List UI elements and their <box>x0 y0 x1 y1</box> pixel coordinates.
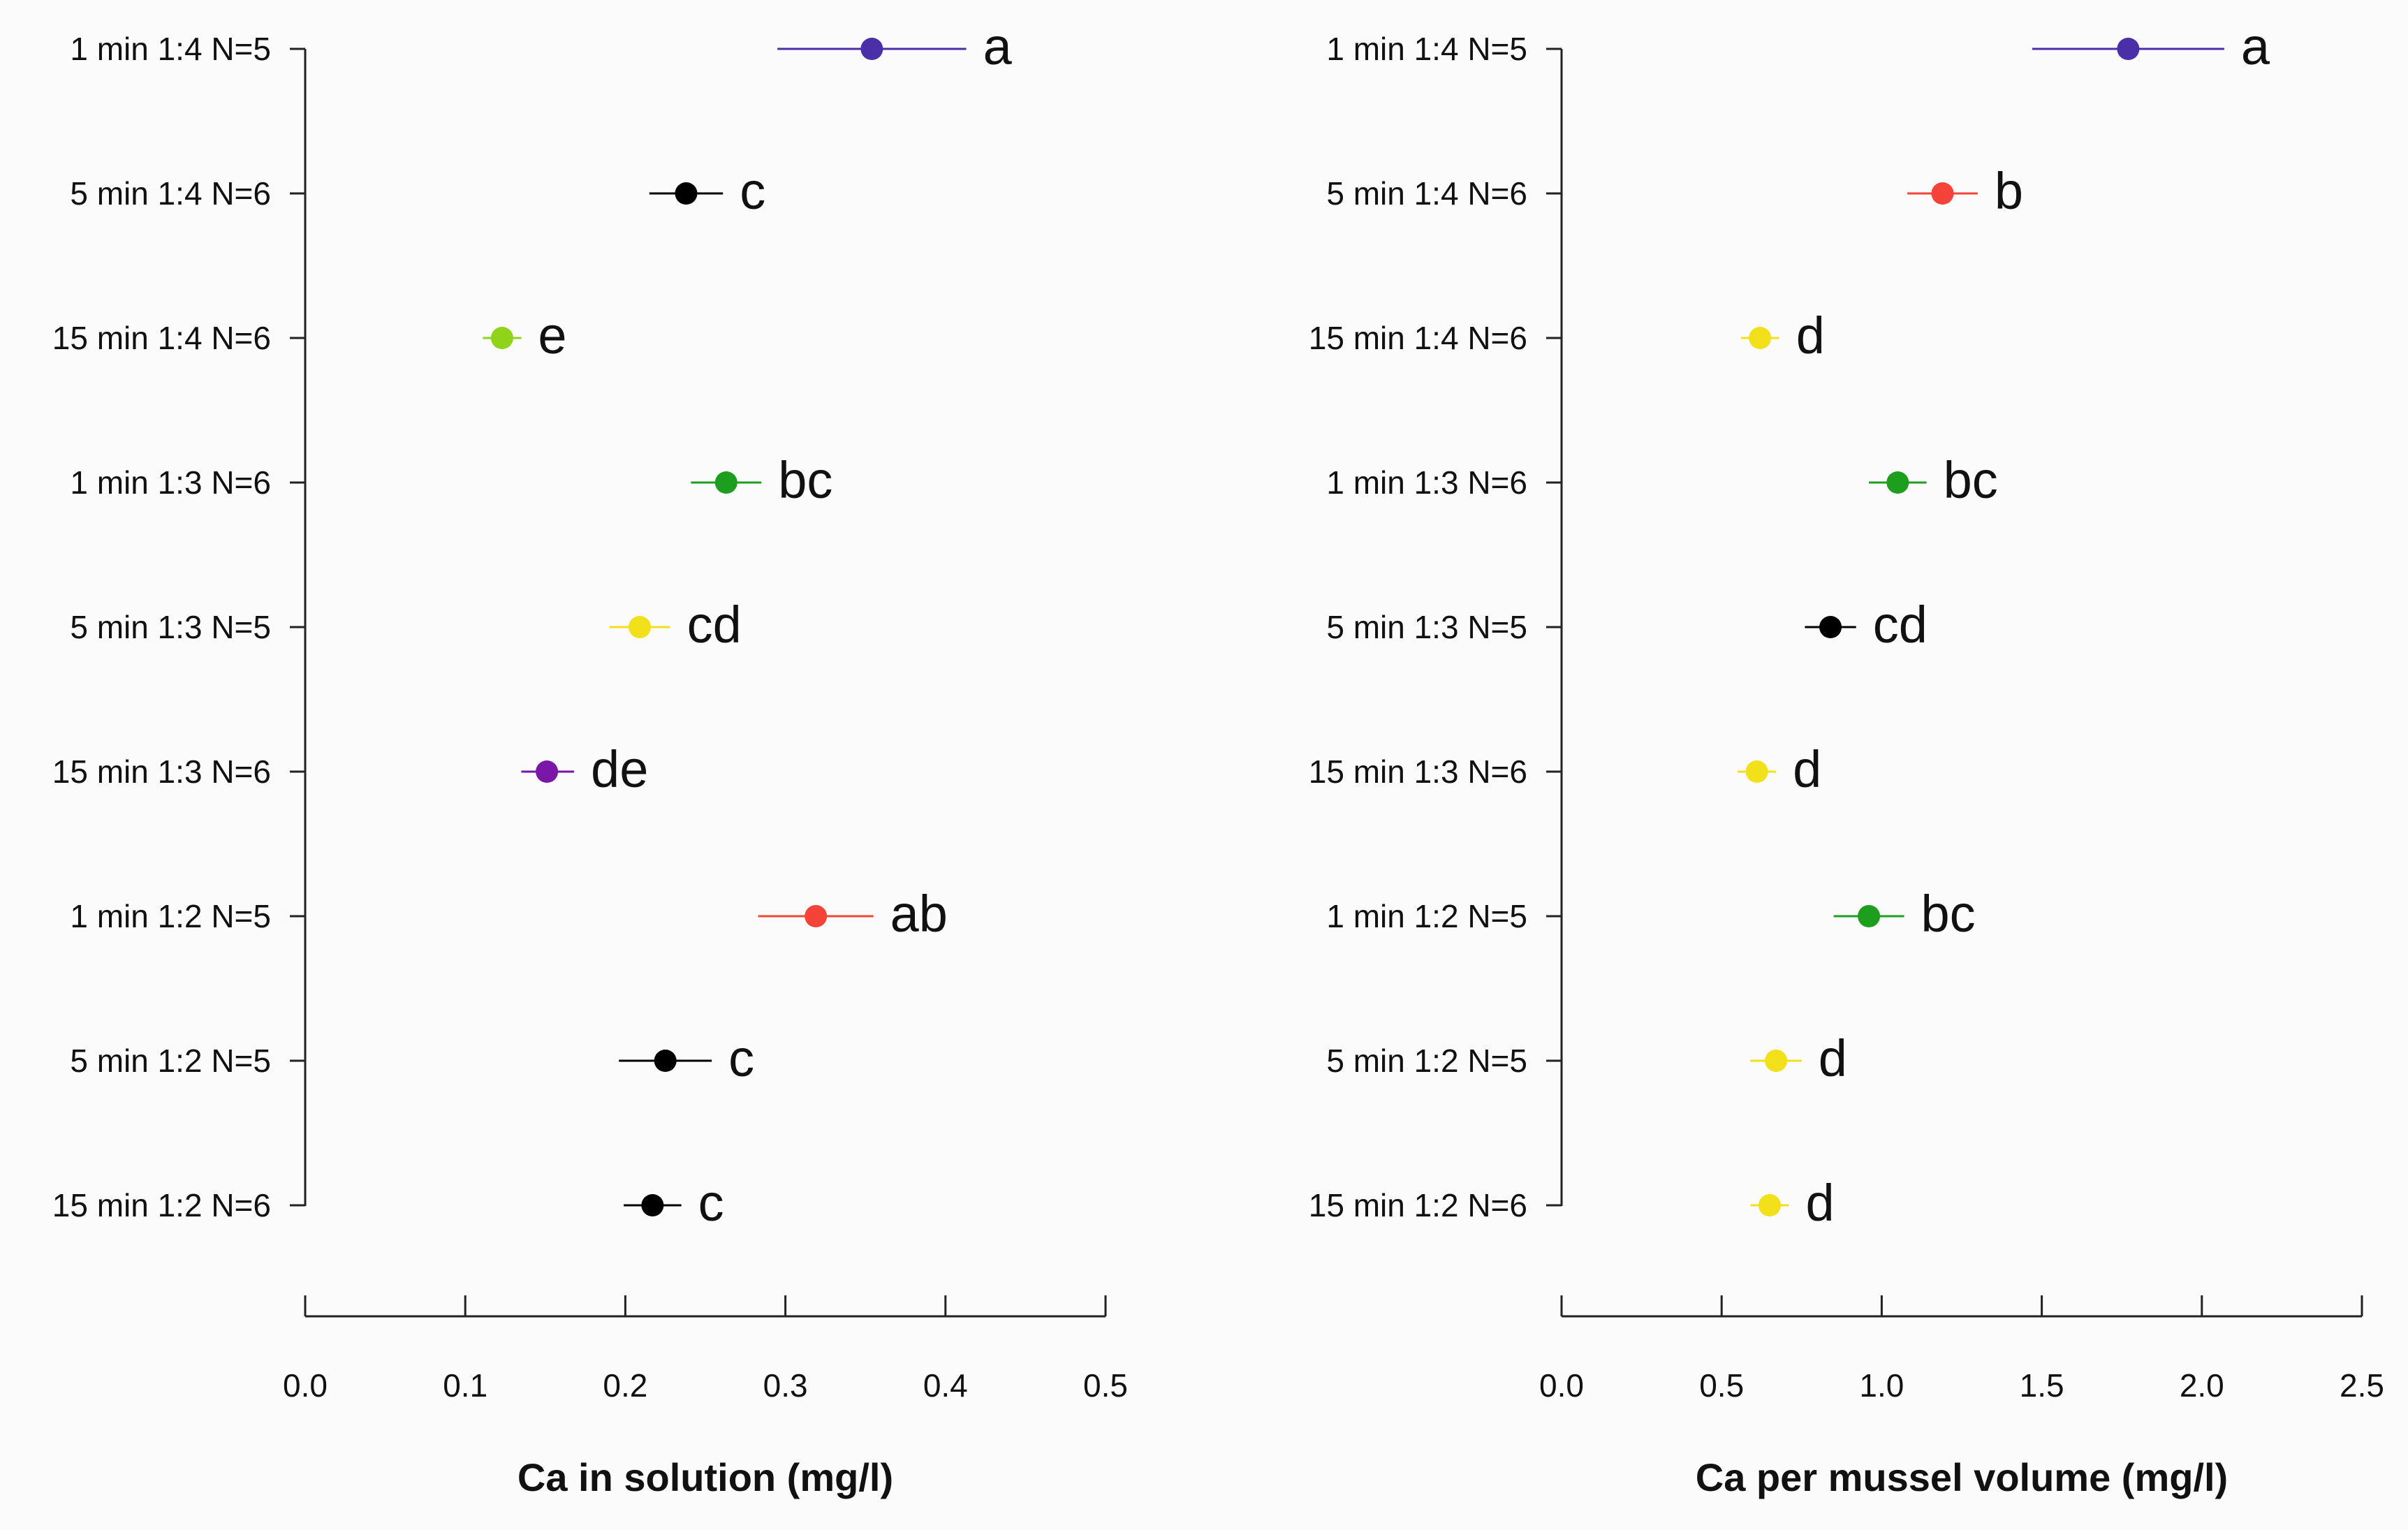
data-point <box>1886 471 1909 494</box>
category-label: 15 min 1:4 N=6 <box>52 320 271 356</box>
category-label: 15 min 1:2 N=6 <box>52 1187 271 1223</box>
x-tick-label: 2.5 <box>2340 1367 2384 1404</box>
category-label: 5 min 1:4 N=6 <box>1326 175 1527 212</box>
significance-letter: d <box>1796 307 1825 365</box>
x-tick-label: 0.3 <box>763 1367 808 1404</box>
category-label: 5 min 1:3 N=5 <box>70 609 271 645</box>
x-tick-label: 0.5 <box>1083 1367 1128 1404</box>
x-tick-label: 0.2 <box>603 1367 647 1404</box>
category-label: 15 min 1:4 N=6 <box>1309 320 1527 356</box>
significance-letter: bc <box>1921 885 1975 943</box>
data-point <box>1758 1194 1781 1216</box>
data-point <box>1858 905 1881 927</box>
significance-letter: d <box>1819 1029 1847 1087</box>
data-point <box>714 471 737 494</box>
x-tick-label: 2.0 <box>2180 1367 2224 1404</box>
significance-letter: d <box>1793 740 1821 798</box>
significance-letter: ab <box>890 885 948 943</box>
category-label: 5 min 1:3 N=5 <box>1326 609 1527 645</box>
data-point <box>860 38 883 60</box>
data-point <box>536 760 559 783</box>
x-tick-label: 0.0 <box>1539 1367 1584 1404</box>
x-axis-title: Ca in solution (mg/l) <box>517 1455 893 1499</box>
significance-letter: cd <box>687 596 742 654</box>
significance-letter: b <box>1995 162 2023 220</box>
category-label: 5 min 1:2 N=5 <box>70 1043 271 1079</box>
data-point <box>1749 327 1772 349</box>
category-label: 15 min 1:3 N=6 <box>1309 753 1527 790</box>
significance-letter: a <box>983 17 1013 75</box>
significance-letter: a <box>2241 17 2270 75</box>
category-label: 15 min 1:3 N=6 <box>52 753 271 790</box>
category-label: 1 min 1:2 N=5 <box>1326 898 1527 934</box>
significance-letter: c <box>728 1029 754 1087</box>
category-label: 5 min 1:2 N=5 <box>1326 1043 1527 1079</box>
category-label: 15 min 1:2 N=6 <box>1309 1187 1527 1223</box>
data-point <box>1745 760 1768 783</box>
significance-letter: bc <box>778 451 832 509</box>
significance-letter: e <box>538 307 566 365</box>
significance-letter: c <box>740 162 765 220</box>
x-tick-label: 1.5 <box>2020 1367 2064 1404</box>
data-point <box>641 1194 664 1216</box>
significance-letter: c <box>698 1174 724 1232</box>
panel-ca-in-solution: 0.0 0.1 0.2 0.3 0.4 0.5 Ca in solution (mg/l) 1… <box>52 17 1128 1499</box>
data-point <box>1931 182 1954 205</box>
x-tick-label: 0.4 <box>923 1367 968 1404</box>
category-label: 1 min 1:4 N=5 <box>70 31 271 67</box>
data-point <box>805 905 828 927</box>
data-point <box>675 182 698 205</box>
data-point <box>2117 38 2140 60</box>
x-tick-label: 0.0 <box>283 1367 328 1404</box>
panel-ca-per-mussel-volume: 0.0 0.5 1.0 1.5 2.0 2.5 Ca per mussel volume (… <box>1309 17 2384 1499</box>
x-tick-label: 0.5 <box>1699 1367 1744 1404</box>
x-tick-label: 0.1 <box>443 1367 487 1404</box>
category-label: 1 min 1:2 N=5 <box>70 898 271 934</box>
x-axis-title: Ca per mussel volume (mg/l) <box>1696 1455 2228 1499</box>
data-point <box>654 1050 677 1072</box>
data-point <box>629 616 652 638</box>
significance-letter: bc <box>1944 451 1998 509</box>
significance-letter: de <box>591 740 648 798</box>
significance-letter: cd <box>1873 596 1928 654</box>
category-label: 1 min 1:4 N=5 <box>1326 31 1527 67</box>
significance-letter: d <box>1805 1174 1834 1232</box>
data-point <box>1819 616 1842 638</box>
x-tick-label: 1.0 <box>1859 1367 1904 1404</box>
data-point <box>490 327 513 349</box>
data-point <box>1765 1050 1788 1072</box>
category-label: 5 min 1:4 N=6 <box>70 175 271 212</box>
category-label: 1 min 1:3 N=6 <box>1326 464 1527 501</box>
category-label: 1 min 1:3 N=6 <box>70 464 271 501</box>
